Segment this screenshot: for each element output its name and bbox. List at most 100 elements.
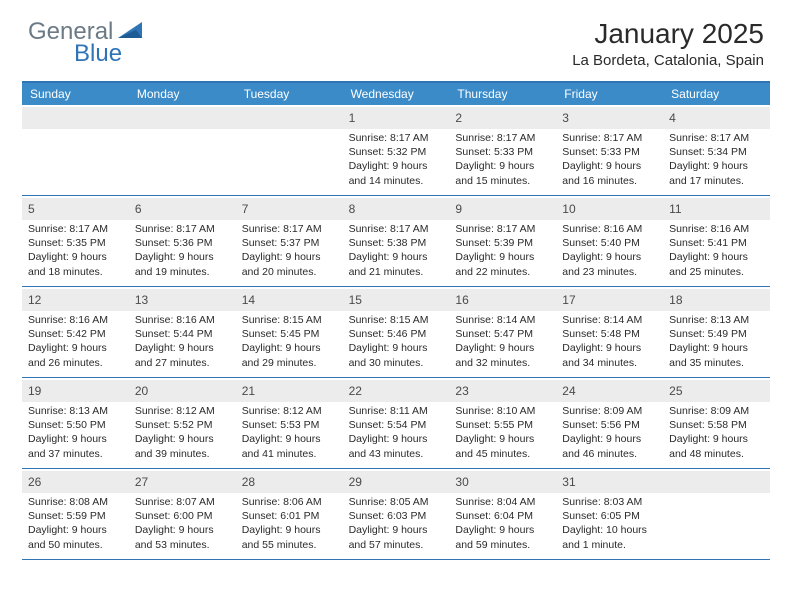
day-cell-empty xyxy=(236,105,343,195)
day-number: 13 xyxy=(135,293,148,307)
weekday-header: Friday xyxy=(556,83,663,105)
logo: General Blue xyxy=(28,18,146,46)
day-number-row: 28 xyxy=(236,471,343,493)
day-info: Sunrise: 8:07 AMSunset: 6:00 PMDaylight:… xyxy=(135,495,230,552)
day-number: 17 xyxy=(562,293,575,307)
day-cell: 9Sunrise: 8:17 AMSunset: 5:39 PMDaylight… xyxy=(449,196,556,286)
weekday-header-row: SundayMondayTuesdayWednesdayThursdayFrid… xyxy=(22,83,770,105)
day-number-row: 31 xyxy=(556,471,663,493)
day-cell: 16Sunrise: 8:14 AMSunset: 5:47 PMDayligh… xyxy=(449,287,556,377)
day-number: 4 xyxy=(669,111,676,125)
day-info: Sunrise: 8:04 AMSunset: 6:04 PMDaylight:… xyxy=(455,495,550,552)
day-number-row: 15 xyxy=(343,289,450,311)
day-number-row: 18 xyxy=(663,289,770,311)
day-cell: 14 Sunrise: 8:15 AMSunset: 5:45 PMDayligh… xyxy=(236,287,343,377)
weekday-header: Tuesday xyxy=(236,83,343,105)
day-info: Sunrise: 8:13 AMSunset: 5:50 PMDaylight:… xyxy=(28,404,123,461)
logo-triangle-icon xyxy=(118,20,144,45)
day-cell: 22Sunrise: 8:11 AMSunset: 5:54 PMDayligh… xyxy=(343,378,450,468)
day-info: Sunrise: 8:16 AMSunset: 5:44 PMDaylight:… xyxy=(135,313,230,370)
weekday-header: Thursday xyxy=(449,83,556,105)
day-cell: 26Sunrise: 8:08 AMSunset: 5:59 PMDayligh… xyxy=(22,469,129,559)
day-number: 6 xyxy=(135,202,142,216)
day-info: Sunrise: 8:08 AMSunset: 5:59 PMDaylight:… xyxy=(28,495,123,552)
weekday-header: Wednesday xyxy=(343,83,450,105)
day-number: 11 xyxy=(669,202,681,216)
day-number-row: 7 xyxy=(236,198,343,220)
day-number: 27 xyxy=(135,475,148,489)
day-number-row: 3 xyxy=(556,107,663,129)
day-number: 15 xyxy=(349,293,362,307)
day-number: 21 xyxy=(242,384,255,398)
day-number-row: 27 xyxy=(129,471,236,493)
day-cell: 21Sunrise: 8:12 AMSunset: 5:53 PMDayligh… xyxy=(236,378,343,468)
day-info: Sunrise: 8:17 AMSunset: 5:33 PMDaylight:… xyxy=(455,131,550,188)
day-number: 24 xyxy=(562,384,575,398)
day-cell: 13 Sunrise: 8:16 AMSunset: 5:44 PMDayligh… xyxy=(129,287,236,377)
day-cell: 8 Sunrise: 8:17 AMSunset: 5:38 PMDaylight… xyxy=(343,196,450,286)
week-row: 19 Sunrise: 8:13 AMSunset: 5:50 PMDayligh… xyxy=(22,378,770,469)
day-number: 8 xyxy=(349,202,356,216)
day-cell: 3 Sunrise: 8:17 AMSunset: 5:33 PMDaylight… xyxy=(556,105,663,195)
day-number: 25 xyxy=(669,384,682,398)
day-info: Sunrise: 8:17 AMSunset: 5:38 PMDaylight:… xyxy=(349,222,444,279)
day-number-row: 14 xyxy=(236,289,343,311)
day-cell: 17 Sunrise: 8:14 AMSunset: 5:48 PMDayligh… xyxy=(556,287,663,377)
day-number: 30 xyxy=(455,475,468,489)
day-number: 20 xyxy=(135,384,148,398)
day-number: 22 xyxy=(349,384,362,398)
header: General Blue January 2025 La Bordeta, Ca… xyxy=(0,0,792,75)
day-number: 1 xyxy=(349,111,356,125)
day-cell: 12Sunrise: 8:16 AMSunset: 5:42 PMDayligh… xyxy=(22,287,129,377)
day-cell: 24 Sunrise: 8:09 AMSunset: 5:56 PMDayligh… xyxy=(556,378,663,468)
day-info: Sunrise: 8:17 AMSunset: 5:36 PMDaylight:… xyxy=(135,222,230,279)
weekday-header: Saturday xyxy=(663,83,770,105)
day-number: 16 xyxy=(455,293,468,307)
day-cell: 7Sunrise: 8:17 AMSunset: 5:37 PMDaylight… xyxy=(236,196,343,286)
day-number-row: 10 xyxy=(556,198,663,220)
day-number: 12 xyxy=(28,293,41,307)
day-cell: 20Sunrise: 8:12 AMSunset: 5:52 PMDayligh… xyxy=(129,378,236,468)
location: La Bordeta, Catalonia, Spain xyxy=(572,52,764,69)
logo-text-blue: Blue xyxy=(74,40,122,68)
day-number: 7 xyxy=(242,202,249,216)
day-number: 5 xyxy=(28,202,35,216)
day-number: 19 xyxy=(28,384,41,398)
day-cell: 15Sunrise: 8:15 AMSunset: 5:46 PMDayligh… xyxy=(343,287,450,377)
day-number: 2 xyxy=(455,111,462,125)
day-info: Sunrise: 8:14 AMSunset: 5:48 PMDaylight:… xyxy=(562,313,657,370)
day-info: Sunrise: 8:15 AMSunset: 5:45 PMDaylight:… xyxy=(242,313,337,370)
day-cell: 1Sunrise: 8:17 AMSunset: 5:32 PMDaylight… xyxy=(343,105,450,195)
day-cell: 25Sunrise: 8:09 AMSunset: 5:58 PMDayligh… xyxy=(663,378,770,468)
day-number-row: 21 xyxy=(236,380,343,402)
day-number-row: 2 xyxy=(449,107,556,129)
day-cell: 11 Sunrise: 8:16 AMSunset: 5:41 PMDayligh… xyxy=(663,196,770,286)
title-block: January 2025 La Bordeta, Catalonia, Spai… xyxy=(572,18,764,69)
weekday-header: Sunday xyxy=(22,83,129,105)
day-cell-empty xyxy=(129,105,236,195)
day-number-row: 5 xyxy=(22,198,129,220)
day-cell: 28Sunrise: 8:06 AMSunset: 6:01 PMDayligh… xyxy=(236,469,343,559)
day-number: 3 xyxy=(562,111,569,125)
day-number-row: 11 xyxy=(663,198,770,220)
day-cell: 2 Sunrise: 8:17 AMSunset: 5:33 PMDaylight… xyxy=(449,105,556,195)
day-cell: 19 Sunrise: 8:13 AMSunset: 5:50 PMDayligh… xyxy=(22,378,129,468)
day-info: Sunrise: 8:13 AMSunset: 5:49 PMDaylight:… xyxy=(669,313,764,370)
day-number-row: 19 xyxy=(22,380,129,402)
day-info: Sunrise: 8:16 AMSunset: 5:40 PMDaylight:… xyxy=(562,222,657,279)
day-number-row-empty xyxy=(663,471,770,493)
weeks-container: 1Sunrise: 8:17 AMSunset: 5:32 PMDaylight… xyxy=(22,105,770,560)
day-info: Sunrise: 8:17 AMSunset: 5:39 PMDaylight:… xyxy=(455,222,550,279)
day-cell: 30 Sunrise: 8:04 AMSunset: 6:04 PMDayligh… xyxy=(449,469,556,559)
day-number-row: 17 xyxy=(556,289,663,311)
day-number-row: 1 xyxy=(343,107,450,129)
day-info: Sunrise: 8:03 AMSunset: 6:05 PMDaylight:… xyxy=(562,495,657,552)
day-number: 18 xyxy=(669,293,682,307)
day-info: Sunrise: 8:05 AMSunset: 6:03 PMDaylight:… xyxy=(349,495,444,552)
day-cell: 6 Sunrise: 8:17 AMSunset: 5:36 PMDaylight… xyxy=(129,196,236,286)
day-number-row-empty xyxy=(22,107,129,129)
day-info: Sunrise: 8:09 AMSunset: 5:56 PMDaylight:… xyxy=(562,404,657,461)
day-info: Sunrise: 8:17 AMSunset: 5:33 PMDaylight:… xyxy=(562,131,657,188)
day-info: Sunrise: 8:16 AMSunset: 5:41 PMDaylight:… xyxy=(669,222,764,279)
day-number: 14 xyxy=(242,293,255,307)
